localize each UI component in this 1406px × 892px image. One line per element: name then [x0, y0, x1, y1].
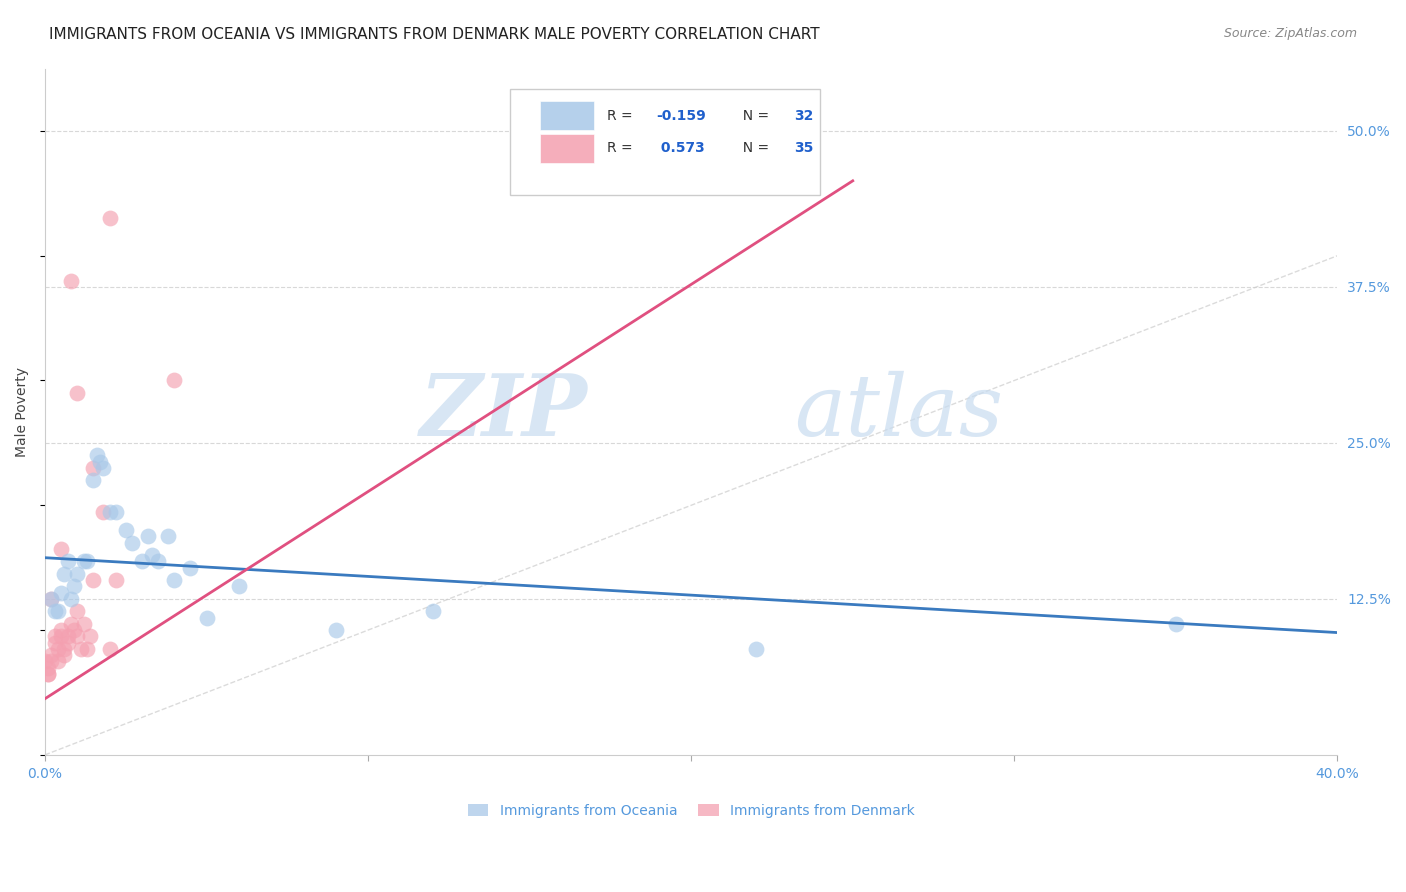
Point: [63, 579, 86, 593]
Point: [325, 623, 347, 637]
Point: [131, 554, 153, 568]
Point: [228, 579, 250, 593]
Point: [59, 591, 82, 606]
Point: [156, 529, 179, 543]
Point: [86, 449, 108, 463]
Point: [66, 604, 89, 618]
Point: [56, 554, 79, 568]
Point: [89, 455, 111, 469]
FancyBboxPatch shape: [540, 102, 595, 130]
Point: [53, 648, 76, 662]
Point: [114, 523, 136, 537]
Point: [82, 573, 104, 587]
Point: [163, 374, 186, 388]
Point: [49, 541, 72, 556]
Point: [46, 604, 69, 618]
Point: [59, 616, 82, 631]
FancyBboxPatch shape: [540, 134, 595, 162]
Point: [59, 274, 82, 288]
Point: [422, 604, 444, 618]
Point: [98, 211, 121, 226]
Point: [73, 554, 96, 568]
Point: [195, 610, 218, 624]
Point: [46, 654, 69, 668]
Text: Source: ZipAtlas.com: Source: ZipAtlas.com: [1223, 27, 1357, 40]
Point: [105, 573, 128, 587]
Point: [41, 591, 63, 606]
Point: [745, 641, 768, 656]
Text: R =: R =: [607, 109, 637, 123]
Point: [76, 641, 98, 656]
Point: [63, 623, 86, 637]
Text: 35: 35: [794, 141, 814, 155]
Point: [179, 560, 201, 574]
Legend: Immigrants from Oceania, Immigrants from Denmark: Immigrants from Oceania, Immigrants from…: [463, 798, 921, 823]
Point: [138, 529, 160, 543]
Point: [49, 585, 72, 599]
Point: [66, 629, 89, 643]
Point: [49, 629, 72, 643]
Point: [73, 616, 96, 631]
Point: [121, 535, 143, 549]
Point: [98, 641, 121, 656]
Point: [105, 504, 128, 518]
Point: [82, 473, 104, 487]
FancyBboxPatch shape: [510, 89, 821, 195]
Point: [37, 660, 59, 674]
Point: [41, 654, 63, 668]
Text: -0.159: -0.159: [657, 109, 706, 123]
Point: [41, 591, 63, 606]
Point: [34, 654, 56, 668]
Point: [56, 629, 79, 643]
Point: [76, 554, 98, 568]
Point: [1164, 616, 1187, 631]
Point: [41, 648, 63, 662]
Text: 32: 32: [794, 109, 814, 123]
Text: R =: R =: [607, 141, 637, 155]
Point: [37, 666, 59, 681]
Text: atlas: atlas: [794, 370, 1004, 453]
Point: [44, 629, 66, 643]
Point: [82, 460, 104, 475]
Point: [146, 554, 169, 568]
Point: [91, 504, 114, 518]
Text: ZIP: ZIP: [420, 370, 588, 453]
Text: N =: N =: [734, 141, 773, 155]
Y-axis label: Male Poverty: Male Poverty: [15, 367, 30, 457]
Point: [66, 566, 89, 581]
Point: [37, 666, 59, 681]
Point: [91, 460, 114, 475]
Point: [98, 504, 121, 518]
Point: [66, 386, 89, 401]
Point: [53, 566, 76, 581]
Text: 0.573: 0.573: [657, 141, 704, 155]
Text: N =: N =: [734, 109, 773, 123]
Point: [49, 623, 72, 637]
Point: [44, 635, 66, 649]
Point: [141, 548, 163, 562]
Point: [44, 604, 66, 618]
Point: [69, 641, 91, 656]
Point: [53, 641, 76, 656]
Point: [56, 635, 79, 649]
Point: [46, 641, 69, 656]
Point: [79, 629, 101, 643]
Point: [163, 573, 186, 587]
Text: IMMIGRANTS FROM OCEANIA VS IMMIGRANTS FROM DENMARK MALE POVERTY CORRELATION CHAR: IMMIGRANTS FROM OCEANIA VS IMMIGRANTS FR…: [49, 27, 820, 42]
